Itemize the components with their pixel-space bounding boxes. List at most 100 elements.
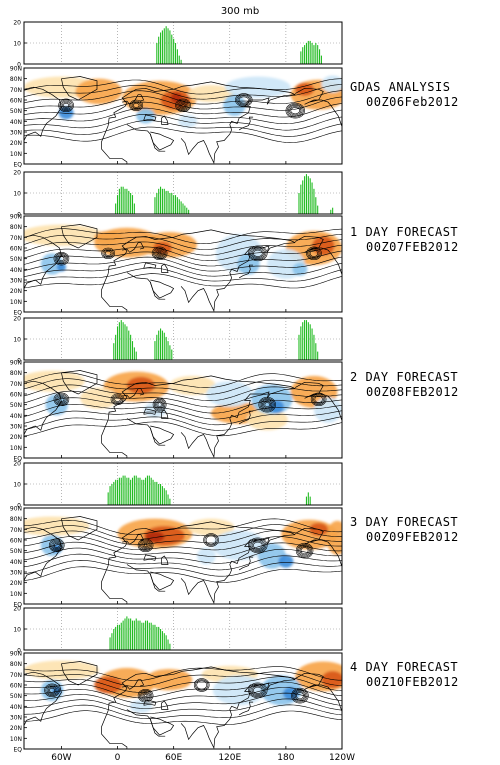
contour-ring (205, 535, 217, 545)
contour-ring (50, 539, 64, 551)
lat-label: 40N (10, 413, 22, 420)
map-frame (23, 652, 343, 750)
coastline (180, 388, 296, 458)
panel-2-date: 00Z07FEB2012 (366, 240, 459, 254)
coastline (24, 671, 62, 726)
contour-ring (131, 101, 141, 109)
lat-label: EQ (13, 602, 22, 609)
contour-ring (153, 399, 166, 411)
coastline (107, 229, 296, 274)
contour-ring (56, 394, 67, 404)
contour-line (24, 84, 342, 100)
anomaly-blob (278, 554, 294, 568)
contour-ring (156, 401, 163, 409)
lat-label: 80N (10, 76, 22, 83)
panel-1-label: GDAS ANALYSIS (350, 80, 451, 94)
coastline (122, 388, 145, 399)
lat-label: 50N (10, 108, 22, 115)
lat-label: 40N (10, 267, 22, 274)
contour-ring (152, 397, 167, 412)
coastline (101, 419, 128, 458)
map-content (24, 224, 342, 312)
contour-ring (178, 101, 188, 109)
contour-ring (238, 96, 249, 104)
map-panel-1: 90N 80N 70N 60N 50N 40N 30N 20N 10N EQ (10, 66, 343, 169)
lat-label: 70N (10, 527, 22, 534)
lat-label: 50N (10, 693, 22, 700)
anomaly-blob (321, 75, 342, 93)
contour-line (24, 256, 342, 272)
contour-ring (141, 541, 150, 549)
lat-label: 50N (10, 256, 22, 263)
contour-line (24, 378, 342, 395)
bar-ytick-label: 20 (13, 606, 21, 613)
contour-lines (24, 228, 342, 289)
contour-ring (298, 545, 311, 557)
lat-label: 30N (10, 570, 22, 577)
contour-ring (129, 99, 144, 111)
anomaly-blob (145, 531, 165, 543)
contour-ring (310, 392, 327, 407)
bar-ytick-label: 10 (13, 482, 21, 489)
coastline (61, 224, 98, 249)
coastline (122, 534, 145, 545)
contour-ring (113, 395, 122, 403)
map-frame (23, 67, 343, 165)
contour-line (24, 559, 342, 577)
anomaly-blob (326, 520, 342, 555)
contour-ring (58, 98, 74, 113)
map-content (24, 660, 342, 749)
coastline (149, 571, 175, 591)
lat-label: 50N (10, 548, 22, 555)
bar-ytick-label: 10 (13, 627, 21, 634)
contour-ring (195, 679, 209, 691)
coastline (149, 131, 175, 151)
coastline (149, 716, 175, 736)
map-panel-2: 90N 80N 70N 60N 50N 40N 30N 20N 10N EQ (10, 214, 343, 317)
contour-line (24, 541, 342, 557)
contour-line (24, 114, 342, 131)
anomaly-blob (94, 230, 123, 244)
contour-ring (157, 402, 162, 408)
contour-line (24, 524, 342, 540)
coastline (330, 545, 342, 567)
contour-line (24, 267, 342, 283)
contour-ring (155, 400, 165, 410)
contour-ring (262, 400, 273, 410)
contour-ring (291, 687, 309, 704)
coastlines (24, 661, 342, 749)
contour-line (24, 397, 342, 414)
panel-4-label: 3 DAY FORECAST (350, 515, 459, 529)
contour-lines (24, 372, 342, 437)
coastline (101, 273, 128, 312)
bar-ytick-label: 10 (13, 337, 21, 344)
coastline (107, 666, 296, 711)
lat-label: 10N (10, 736, 22, 743)
contour-ring (137, 688, 154, 703)
lat-label: 30N (10, 424, 22, 431)
contour-ring (249, 538, 267, 553)
coastline (161, 409, 169, 419)
lat-label: 90N (10, 651, 22, 658)
contour-ring (251, 685, 264, 695)
coastline (330, 105, 342, 127)
coastline (161, 555, 169, 565)
coastline (61, 76, 98, 101)
anomaly-blob (187, 518, 235, 536)
coastline (330, 690, 342, 712)
contour-ring (48, 538, 65, 553)
contour-ring (263, 401, 272, 409)
anomaly-shading (24, 516, 342, 569)
coastline (143, 114, 157, 121)
contour-ring (260, 399, 274, 411)
contour-ring (104, 250, 112, 256)
bar-panel-2: 20 10 0 (13, 170, 343, 219)
contour-line (24, 120, 342, 137)
anomaly-blob (225, 76, 291, 98)
contour-ring (47, 686, 57, 694)
contour-ring (193, 678, 210, 692)
bar-ytick-label: 0 (17, 358, 21, 365)
lat-label: 60N (10, 392, 22, 399)
panel-5-date: 00Z10FEB2012 (366, 675, 459, 689)
coastline (238, 264, 254, 279)
